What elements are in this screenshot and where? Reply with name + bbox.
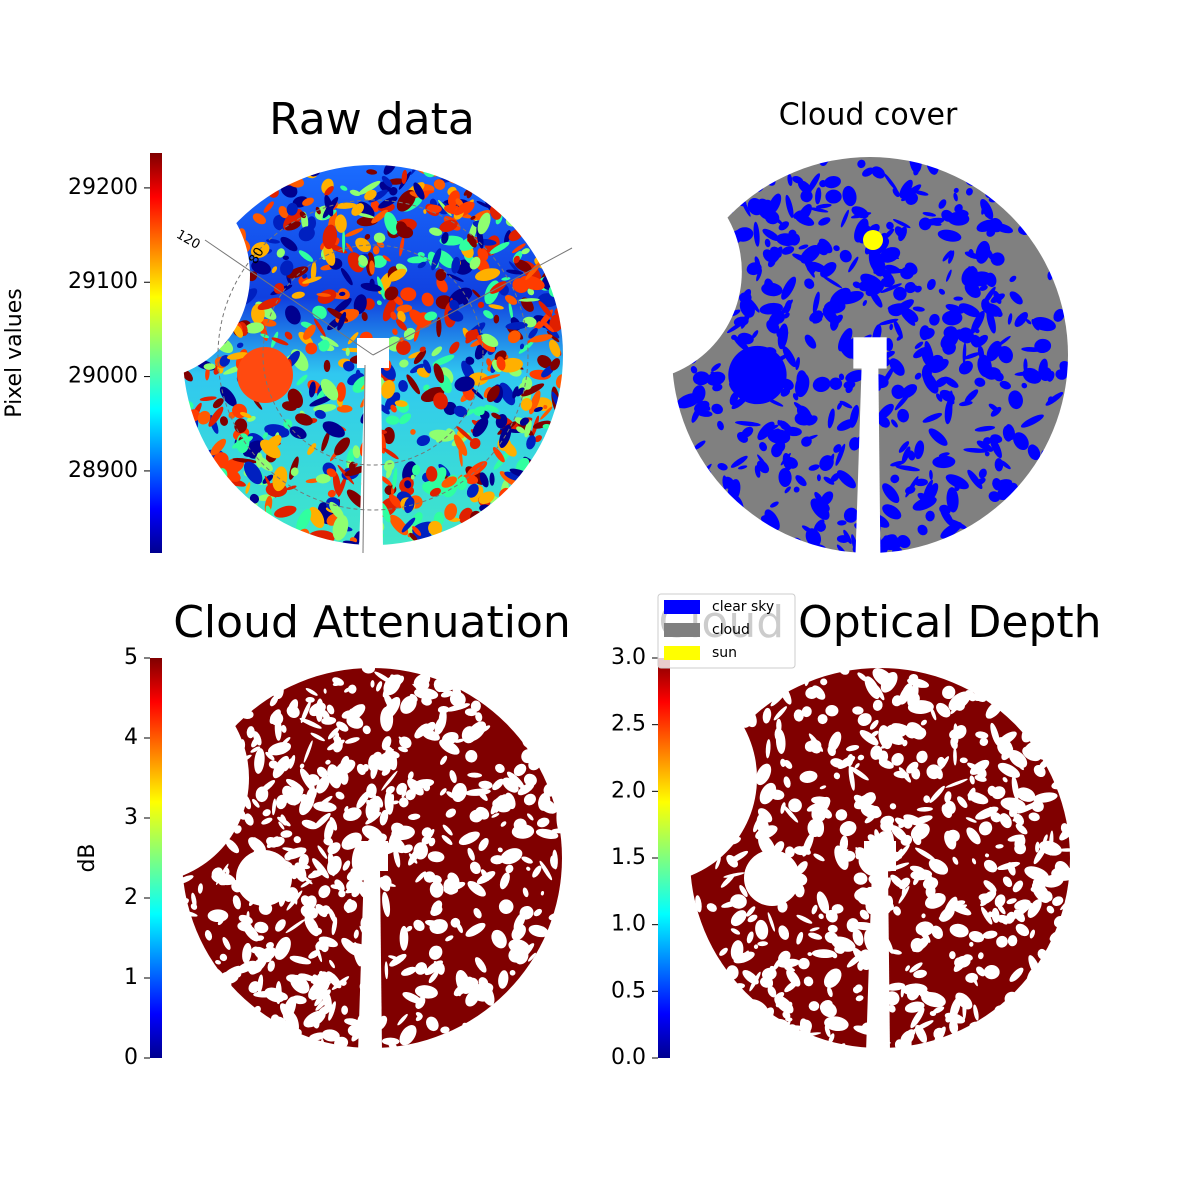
colorbar-label: dB (75, 843, 100, 872)
panel-title: Raw data (269, 94, 475, 145)
legend-swatch (664, 600, 700, 614)
polar-grid (204, 199, 573, 554)
sky-image (171, 657, 571, 1056)
panel-title: Cloud cover (779, 98, 958, 133)
legend-label: sun (712, 645, 737, 661)
y-tick-label: 2 (124, 885, 138, 910)
panel-title: Cloud Attenuation (173, 597, 571, 648)
y-tick-label: 0.5 (611, 978, 646, 1003)
y-tick-label: 0 (124, 1045, 138, 1070)
y-tick-label: 3 (124, 805, 138, 830)
sky-image (680, 659, 1077, 1058)
legend-label: cloud (712, 622, 750, 638)
colorbar-label: Pixel values (2, 288, 27, 417)
y-tick-label: 2.5 (611, 712, 646, 737)
y-tick-label: 28900 (68, 458, 138, 483)
colorbar (150, 658, 162, 1058)
y-tick-label: 4 (124, 725, 138, 750)
y-tick-label: 5 (124, 645, 138, 670)
sky-image (175, 153, 573, 555)
y-tick-label: 2.0 (611, 778, 646, 803)
y-tick-label: 29000 (68, 364, 138, 389)
y-tick-label: 1.5 (611, 845, 646, 870)
sun-marker (863, 230, 883, 250)
colorbar (150, 153, 162, 553)
y-tick-label: 29200 (68, 175, 138, 200)
legend-label: clear sky (712, 599, 774, 615)
y-tick-label: 29100 (68, 269, 138, 294)
legend-swatch (664, 646, 700, 660)
legend: clear sky cloud sun (657, 593, 796, 669)
polar-label: 80 (246, 245, 267, 267)
y-tick-label: 0.0 (611, 1045, 646, 1070)
legend-swatch (664, 623, 700, 637)
colorbar (658, 658, 670, 1058)
y-tick-label: 1.0 (611, 912, 646, 937)
y-tick-label: 3.0 (611, 645, 646, 670)
y-tick-label: 1 (124, 965, 138, 990)
sky-image (660, 148, 1076, 560)
